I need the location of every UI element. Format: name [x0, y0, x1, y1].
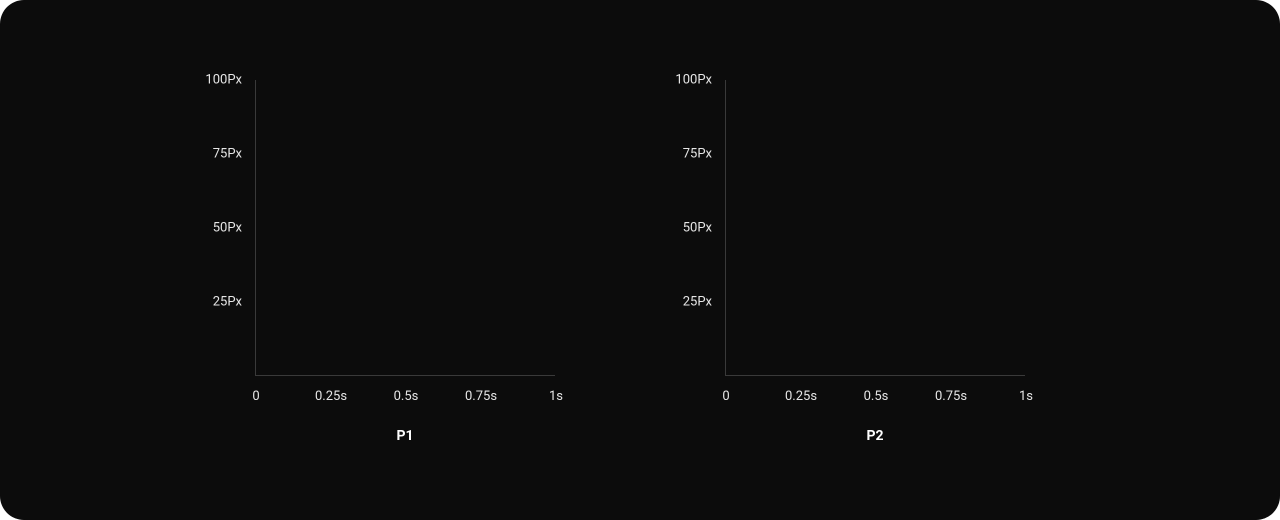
chart-p2-xtick: 0.5s: [864, 375, 889, 404]
chart-p2-ytick: 50Px: [683, 221, 726, 236]
chart-p2: 100Px 75Px 50Px 25Px 0 0.25s 0.5s 0.75s …: [725, 80, 1025, 444]
chart-p1: 100Px 75Px 50Px 25Px 0 0.25s 0.5s 0.75s …: [255, 80, 555, 444]
chart-p1-xtick: 0: [252, 375, 259, 404]
chart-p2-plot: 100Px 75Px 50Px 25Px 0 0.25s 0.5s 0.75s …: [725, 80, 1025, 376]
chart-p2-ytick: 25Px: [683, 295, 726, 310]
chart-panel: 100Px 75Px 50Px 25Px 0 0.25s 0.5s 0.75s …: [0, 0, 1280, 520]
chart-p2-xtick: 0.25s: [785, 375, 817, 404]
chart-p2-ytick: 75Px: [683, 147, 726, 162]
chart-p1-ytick: 100Px: [205, 73, 256, 88]
chart-p1-ytick: 50Px: [213, 221, 256, 236]
chart-p2-xtick: 0.75s: [935, 375, 967, 404]
chart-p2-title: P2: [725, 428, 1025, 444]
chart-p1-ytick: 25Px: [213, 295, 256, 310]
chart-p1-xtick: 1s: [549, 375, 563, 404]
chart-p2-xtick: 0: [722, 375, 729, 404]
chart-p2-ytick: 100Px: [675, 73, 726, 88]
chart-p1-plot: 100Px 75Px 50Px 25Px 0 0.25s 0.5s 0.75s …: [255, 80, 555, 376]
chart-p2-xtick: 1s: [1019, 375, 1033, 404]
chart-p1-xtick: 0.25s: [315, 375, 347, 404]
chart-p1-xtick: 0.75s: [465, 375, 497, 404]
chart-p1-xtick: 0.5s: [394, 375, 419, 404]
charts-row: 100Px 75Px 50Px 25Px 0 0.25s 0.5s 0.75s …: [0, 0, 1280, 520]
chart-p1-ytick: 75Px: [213, 147, 256, 162]
chart-p1-title: P1: [255, 428, 555, 444]
